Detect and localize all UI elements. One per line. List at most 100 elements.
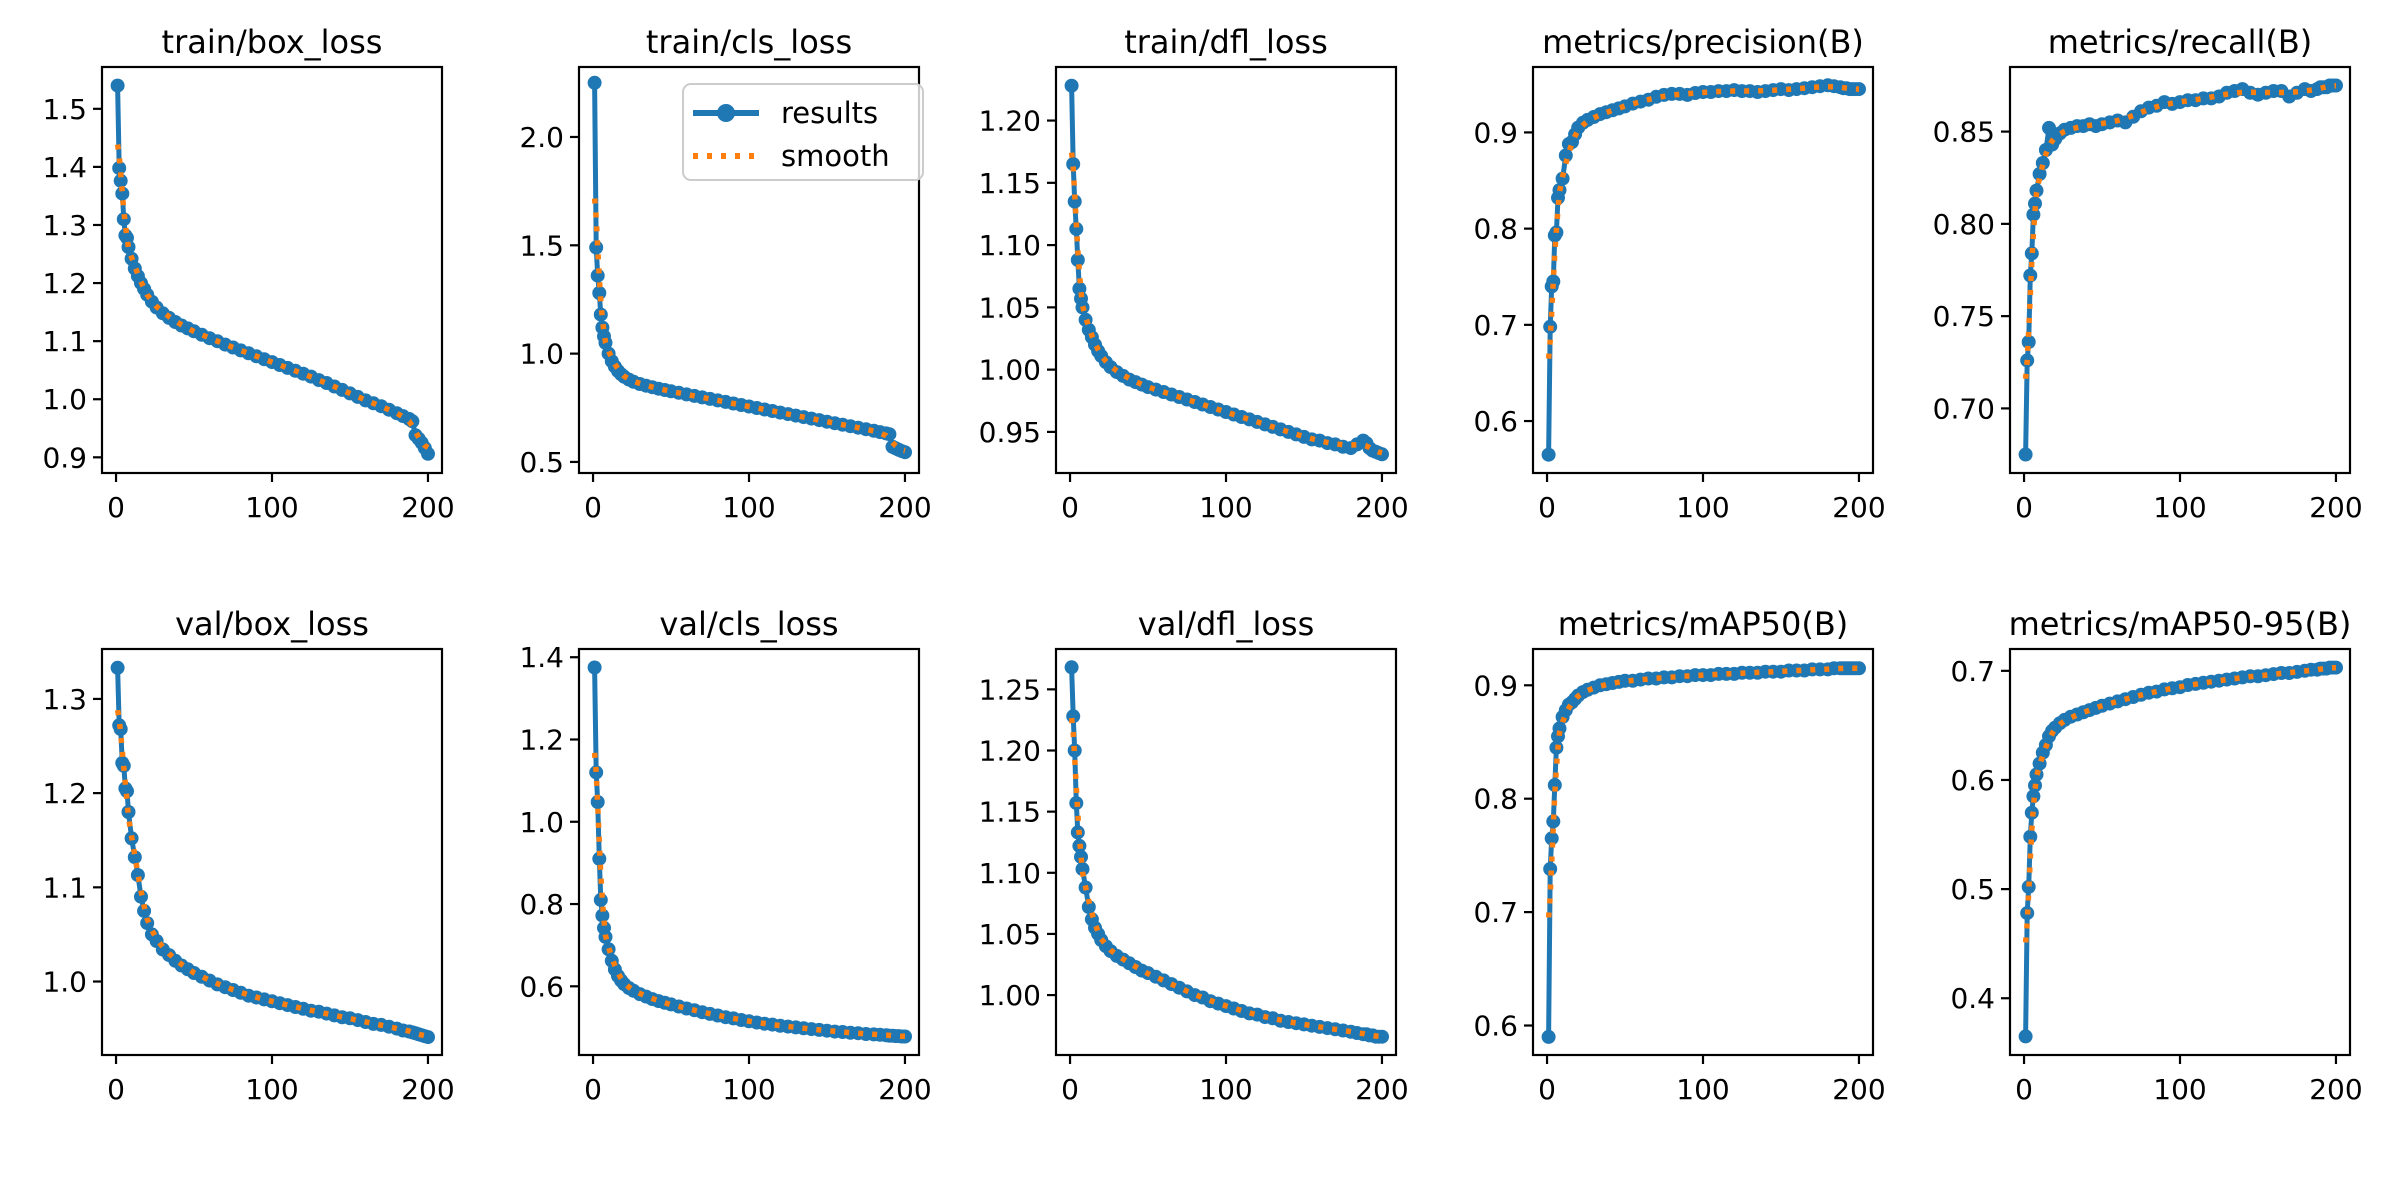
x-tick-label: 200 [1355, 1073, 1408, 1106]
results-line [1069, 664, 1385, 1040]
subplot-title: val/box_loss [175, 605, 369, 643]
smooth-line [2022, 82, 2337, 380]
y-tick-label: 0.9 [1473, 669, 1518, 702]
y-tick-label: 1.5 [42, 93, 87, 126]
y-tick-label: 0.5 [519, 446, 564, 479]
subplot-val-cls-loss: val/cls_loss 0.6 0.8 1.0 1.2 1.4 0 100 200 [519, 605, 931, 1106]
y-tick-label: 0.9 [1473, 116, 1518, 149]
subplot-train-box-loss: train/box_loss 0.9 1.0 1.1 1.2 1.3 1.4 1.5 0 100 2… [42, 23, 454, 524]
y-tick-label: 1.10 [979, 229, 1041, 262]
plot-area-data [110, 660, 435, 1045]
y-tick-label: 1.3 [42, 209, 87, 242]
x-tick-label: 0 [1538, 491, 1556, 524]
legend: results smooth [682, 83, 924, 181]
y-tick-label: 1.05 [979, 918, 1041, 951]
x-tick-label: 0 [2015, 491, 2033, 524]
y-tick-label: 0.7 [1950, 655, 1995, 688]
subplot-val-dfl-loss: val/dfl_loss 1.00 1.05 1.10 1.15 1.20 1.25 0 100… [979, 605, 1409, 1106]
plot-area-data [587, 660, 912, 1044]
plot-border [100, 647, 444, 1057]
y-tick-label: 1.3 [42, 683, 87, 716]
results-markers [1541, 661, 1866, 1044]
plot-border [1054, 647, 1398, 1057]
smooth-line [114, 144, 430, 450]
legend-label-results: results [781, 96, 878, 130]
smooth-line [2022, 664, 2337, 943]
y-tick-label: 1.1 [42, 325, 87, 358]
y-tick-label: 1.15 [979, 167, 1041, 200]
smooth-line [1068, 717, 1383, 1040]
results-line [115, 665, 431, 1040]
results-line [592, 665, 908, 1039]
x-tick-label: 100 [1199, 491, 1252, 524]
y-tick-label: 0.7 [1473, 896, 1518, 929]
y-tick-label: 0.7 [1473, 309, 1518, 342]
y-tick-label: 1.00 [979, 979, 1041, 1012]
plot-area-data [110, 78, 435, 461]
subplot-title: metrics/recall(B) [2048, 23, 2313, 61]
subplot-train-cls-loss: train/cls_loss 0.5 1.0 1.5 2.0 0 100 200 results… [519, 23, 931, 524]
plot-border [577, 65, 921, 475]
x-tick-label: 100 [1199, 1073, 1252, 1106]
subplot-title: metrics/mAP50-95(B) [2009, 605, 2352, 643]
y-tick-label: 1.00 [979, 354, 1041, 387]
plot-border [2008, 647, 2352, 1057]
y-tick-label: 0.6 [1473, 1010, 1518, 1043]
x-tick-label: 200 [878, 491, 931, 524]
y-tick-label: 1.1 [42, 871, 87, 904]
smooth-line [591, 752, 905, 1040]
x-tick-label: 100 [245, 1073, 298, 1106]
y-tick-label: 1.25 [979, 673, 1041, 706]
y-tick-label: 1.0 [519, 806, 564, 839]
plot-border [2008, 65, 2352, 475]
subplot-title: train/box_loss [162, 23, 383, 61]
x-tick-label: 0 [584, 491, 602, 524]
x-tick-label: 0 [107, 491, 125, 524]
y-tick-label: 1.2 [519, 723, 564, 756]
results-line [2023, 83, 2339, 457]
smooth-line [591, 198, 906, 454]
y-tick-label: 0.5 [1950, 873, 1995, 906]
subplot-title: train/dfl_loss [1124, 23, 1328, 61]
y-tick-label: 0.75 [1933, 300, 1995, 333]
plot-area-data [587, 75, 912, 460]
plot-border [577, 647, 921, 1057]
y-tick-label: 1.20 [979, 735, 1041, 768]
x-tick-label: 0 [584, 1073, 602, 1106]
y-tick-label: 1.2 [42, 777, 87, 810]
x-tick-label: 100 [1676, 1073, 1729, 1106]
plot-area-data [1064, 78, 1389, 462]
x-tick-label: 200 [401, 1073, 454, 1106]
results-markers [587, 660, 912, 1044]
plot-area-data [1064, 660, 1389, 1044]
results-markers [1064, 660, 1389, 1044]
x-tick-label: 200 [2309, 491, 2362, 524]
results-markers [2018, 660, 2343, 1044]
results-line [1069, 83, 1385, 457]
y-tick-label: 0.8 [1473, 783, 1518, 816]
y-tick-label: 1.10 [979, 857, 1041, 890]
y-tick-label: 1.4 [42, 151, 87, 184]
subplot-metrics-recall-b-: metrics/recall(B) 0.70 0.75 0.80 0.85 0 100 200 [1933, 23, 2363, 524]
plot-border [1531, 647, 1875, 1057]
subplot-title: metrics/precision(B) [1542, 23, 1864, 61]
subplot-title: train/cls_loss [646, 23, 852, 61]
smooth-line [1545, 83, 1860, 359]
plot-area-data [2018, 78, 2343, 462]
results-markers [110, 78, 435, 461]
y-tick-label: 0.8 [1473, 213, 1518, 246]
y-tick-label: 1.20 [979, 105, 1041, 138]
y-tick-label: 0.6 [1473, 405, 1518, 438]
x-tick-label: 200 [1832, 1073, 1885, 1106]
results-markers [1064, 78, 1389, 462]
x-tick-label: 0 [2015, 1073, 2033, 1106]
x-tick-label: 200 [878, 1073, 931, 1106]
results-line [115, 83, 431, 457]
y-tick-label: 1.4 [519, 641, 564, 674]
y-tick-label: 1.0 [519, 338, 564, 371]
results-markers [1541, 78, 1866, 462]
y-tick-label: 1.5 [519, 229, 564, 262]
smooth-line [114, 709, 429, 1039]
results-line [1546, 82, 1862, 458]
